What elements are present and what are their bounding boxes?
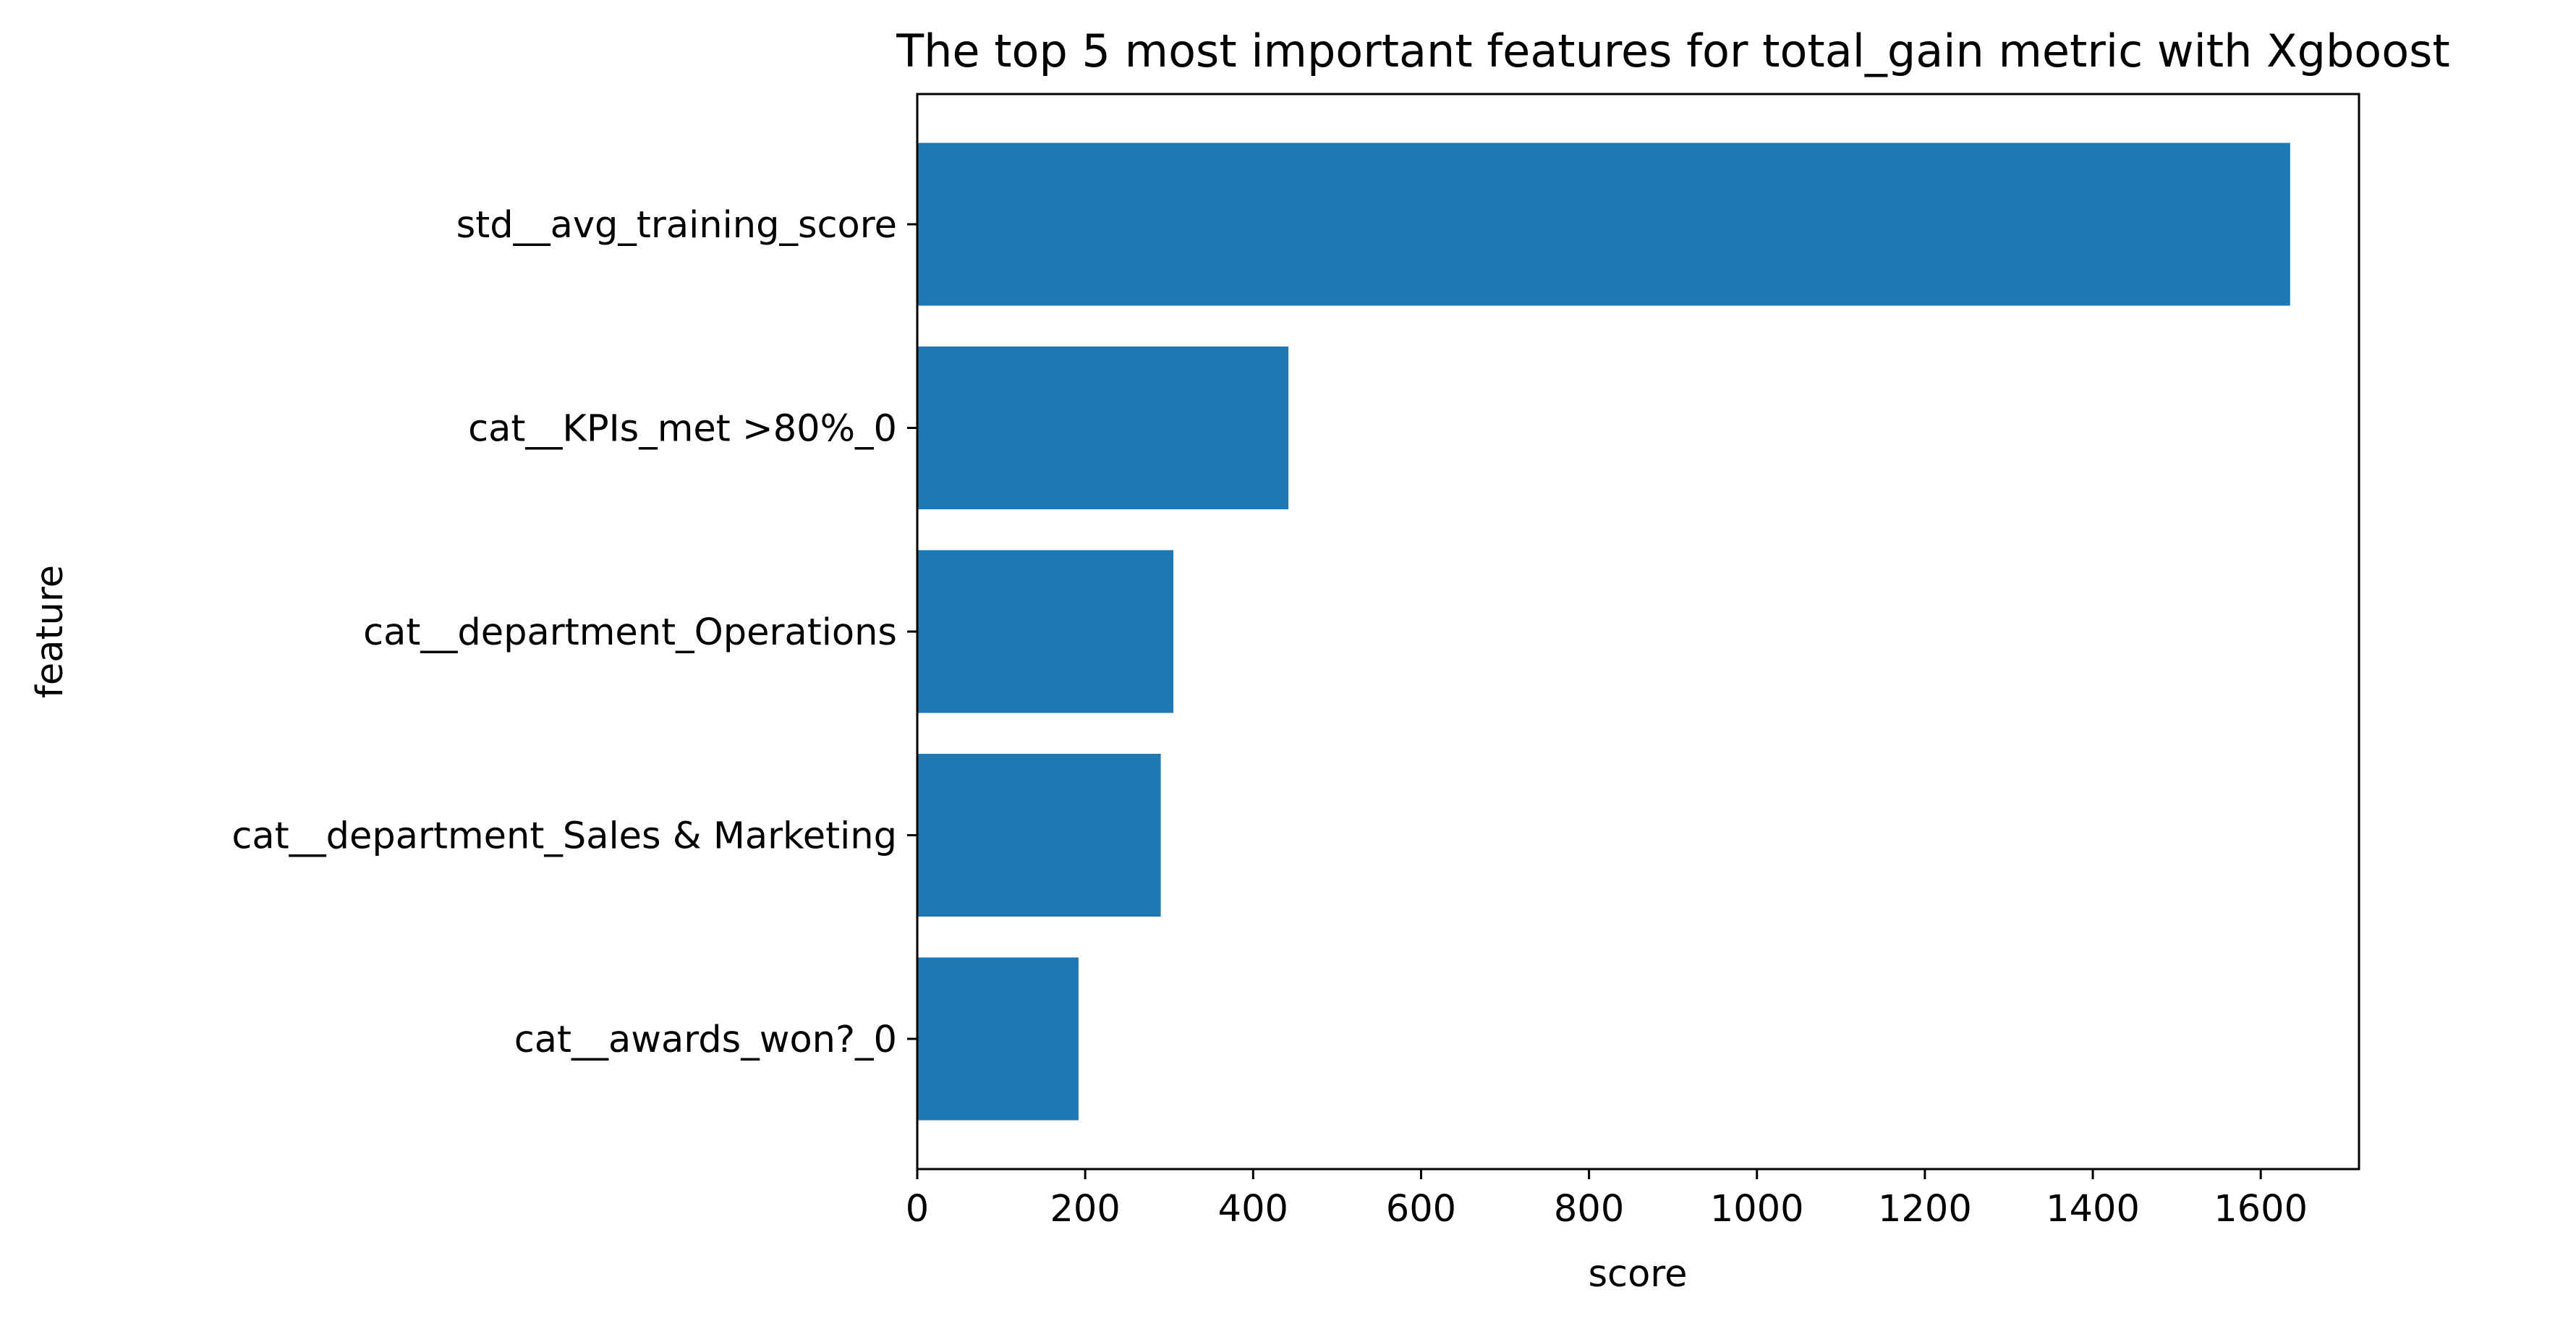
x-tick-label: 400 xyxy=(1218,1188,1288,1231)
bar xyxy=(917,347,1289,509)
x-tick-label: 1600 xyxy=(2214,1188,2308,1231)
plot-area-frame xyxy=(916,93,2360,1171)
x-axis-label: score xyxy=(1588,1253,1687,1296)
x-tick-label: 800 xyxy=(1554,1188,1624,1231)
y-axis-label: feature xyxy=(29,565,72,698)
x-axis-ticks: 0 200 400 600 800 1000 1200 1400 1600 xyxy=(906,1169,2308,1231)
y-tick-label: cat__department_Operations xyxy=(363,611,897,654)
bar xyxy=(917,957,1079,1121)
y-tick-label: cat__KPIs_met >80%_0 xyxy=(468,408,897,451)
bar xyxy=(917,550,1174,713)
x-tick-label: 600 xyxy=(1386,1188,1456,1231)
y-axis-ticks: std__avg_training_score cat__KPIs_met >80… xyxy=(231,204,917,1061)
x-tick-label: 1000 xyxy=(1710,1188,1804,1231)
bar xyxy=(917,754,1161,917)
x-tick-label: 1200 xyxy=(1878,1188,1972,1231)
x-tick-label: 1400 xyxy=(2046,1188,2140,1231)
y-tick-label: std__avg_training_score xyxy=(456,204,897,247)
x-tick-label: 200 xyxy=(1050,1188,1120,1231)
x-tick-label: 0 xyxy=(906,1188,929,1231)
y-tick-label: cat__department_Sales & Marketing xyxy=(231,815,897,858)
bar xyxy=(917,143,2290,306)
chart-title: The top 5 most important features for to… xyxy=(896,25,2450,77)
bars-layer xyxy=(917,143,2290,1121)
y-tick-label: cat__awards_won?_0 xyxy=(514,1019,897,1061)
